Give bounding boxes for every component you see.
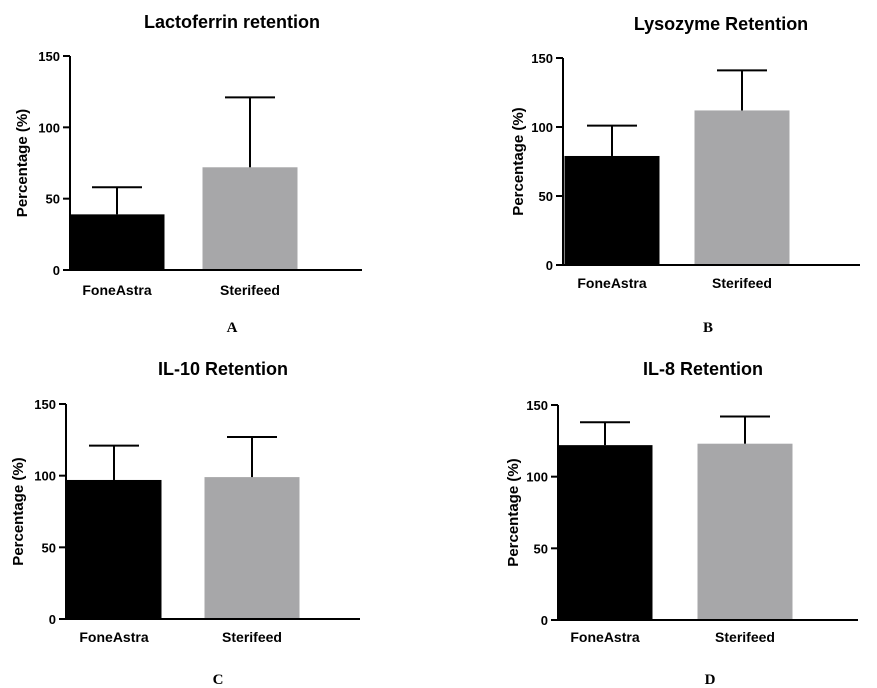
y-tick-label: 0	[546, 258, 553, 273]
y-axis-label: Percentage (%)	[505, 458, 522, 566]
panel-letter: A	[227, 320, 238, 336]
x-tick-label: FoneAstra	[577, 275, 646, 291]
bar-foneastra	[564, 155, 660, 265]
y-tick-label: 100	[38, 120, 60, 135]
y-tick-label: 50	[46, 192, 60, 207]
y-tick-label: 100	[526, 470, 548, 485]
bar-foneastra	[69, 214, 165, 270]
y-tick-label: 100	[531, 120, 553, 135]
y-axis-label: Percentage (%)	[10, 457, 27, 565]
chart-title: Lactoferrin retention	[144, 12, 320, 32]
chart-panel-a: Lactoferrin retention Percentage (%) FoneA…	[14, 12, 362, 336]
x-tick-label: Sterifeed	[715, 629, 775, 645]
y-tick-label: 100	[34, 469, 56, 484]
chart-title: IL-10 Retention	[158, 359, 288, 379]
y-tick-label: 150	[34, 397, 56, 412]
panel-letter: D	[705, 672, 716, 688]
x-tick-label: Sterifeed	[222, 629, 282, 645]
chart-title: IL-8 Retention	[643, 359, 763, 379]
y-tick-label: 0	[541, 613, 548, 628]
x-tick-label: FoneAstra	[82, 282, 151, 298]
y-tick-label: 150	[38, 49, 60, 64]
bar-sterifeed	[202, 167, 298, 270]
y-tick-label: 150	[531, 51, 553, 66]
bar-foneastra	[66, 479, 162, 619]
y-axis-label: Percentage (%)	[14, 109, 31, 217]
x-tick-label: FoneAstra	[79, 629, 148, 645]
bar-foneastra	[557, 445, 653, 620]
chart-panel-d: IL-8 Retention Percentage (%) FoneAstra Ste…	[505, 359, 858, 688]
panel-letter: B	[703, 320, 713, 336]
x-tick-label: Sterifeed	[220, 282, 280, 298]
bar-sterifeed	[697, 443, 793, 620]
chart-panel-b: Lysozyme Retention Percentage (%) FoneAstr…	[510, 14, 860, 336]
bar-sterifeed	[204, 477, 300, 619]
chart-panel-c: IL-10 Retention Percentage (%) FoneAstra St…	[10, 359, 360, 688]
y-tick-label: 50	[539, 189, 553, 204]
y-tick-label: 0	[49, 612, 56, 627]
x-tick-label: FoneAstra	[570, 629, 639, 645]
y-tick-label: 50	[534, 541, 548, 556]
x-tick-label: Sterifeed	[712, 275, 772, 291]
bar-sterifeed	[694, 110, 790, 265]
panel-letter: C	[213, 672, 224, 688]
y-tick-label: 150	[526, 398, 548, 413]
y-axis-label: Percentage (%)	[510, 107, 527, 215]
y-tick-label: 50	[42, 540, 56, 555]
y-tick-label: 0	[53, 263, 60, 278]
chart-title: Lysozyme Retention	[634, 14, 808, 34]
